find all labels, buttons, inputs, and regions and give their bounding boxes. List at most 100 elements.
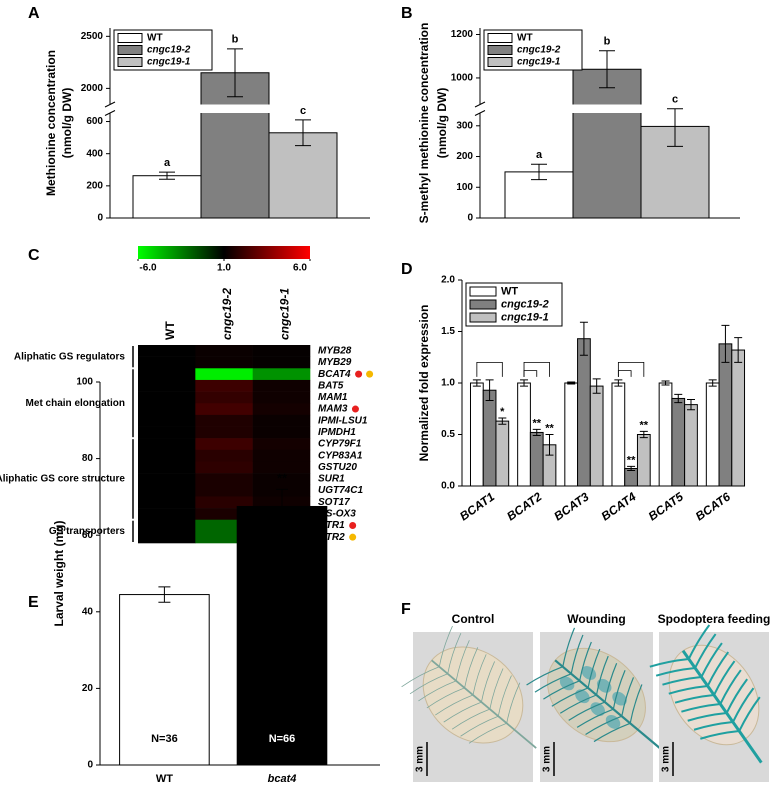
significance-mark: ** — [532, 417, 541, 429]
legend-swatch — [488, 46, 512, 55]
y-tick-label: 60 — [82, 530, 94, 541]
panel-label: E — [28, 594, 39, 611]
y-tick-label: 100 — [76, 377, 93, 388]
significance-mark: ** — [627, 454, 636, 466]
y-tick-label: 20 — [82, 683, 94, 694]
heatmap-cell — [253, 450, 311, 462]
heatmap-cell — [253, 357, 311, 369]
y-axis-label: Normalized fold expression — [417, 305, 431, 462]
group-label: Aliphatic GS regulators — [14, 351, 126, 362]
legend-swatch — [488, 58, 512, 67]
heatmap-cell — [195, 438, 253, 450]
bar — [483, 390, 496, 486]
bar — [530, 432, 543, 486]
y-tick-label: 2500 — [81, 31, 104, 42]
heatmap-cell — [195, 368, 253, 380]
significance-letter: a — [536, 149, 543, 161]
legend-label: WT — [501, 285, 518, 297]
heatmap-cell — [138, 450, 196, 462]
heatmap-cell — [138, 438, 196, 450]
x-tick-label: BCAT1 — [457, 489, 497, 523]
heatmap-cell — [253, 403, 311, 415]
significance-mark: ** — [545, 422, 554, 434]
significance-bracket — [524, 371, 537, 377]
legend-label: cngc19-1 — [517, 57, 561, 68]
legend-swatch — [118, 46, 142, 55]
axis-break-gap — [474, 105, 486, 114]
legend-swatch — [118, 58, 142, 67]
group-label: Met chain elongation — [26, 398, 125, 409]
y-tick-label: 1000 — [451, 73, 474, 84]
y-axis-label: S-methyl methionine concentration — [417, 23, 431, 224]
bar — [625, 468, 638, 486]
bar — [573, 69, 641, 218]
y-tick-label: 400 — [86, 148, 103, 159]
x-tick-label: WT — [156, 773, 173, 785]
legend-swatch — [470, 313, 496, 322]
axis-break-gap — [474, 105, 740, 114]
significance-mark: ** — [277, 471, 288, 486]
axis-break-gap — [104, 105, 116, 114]
heatmap-cell — [195, 357, 253, 369]
y-tick-label: 200 — [456, 151, 473, 162]
row-label: IPMDH1 — [318, 427, 356, 438]
bar — [496, 421, 509, 486]
column-label: cngc19-2 — [220, 288, 234, 340]
bar — [672, 398, 685, 486]
group-label: Aliphatic GS core structure — [0, 474, 125, 485]
y-tick-label: 200 — [86, 180, 103, 191]
heatmap-cell — [253, 485, 311, 497]
heatmap-cell — [195, 485, 253, 497]
y-tick-label: 2.0 — [441, 275, 455, 286]
image-title: Control — [452, 612, 495, 626]
heatmap-cell — [138, 496, 196, 508]
row-label: UGT74C1 — [318, 485, 363, 496]
row-label: GSTU20 — [318, 462, 357, 473]
significance-bracket — [618, 371, 631, 377]
row-label: CYP83A1 — [318, 450, 363, 461]
bar — [637, 435, 650, 487]
x-tick-label: BCAT3 — [551, 489, 591, 523]
legend-label: cngc19-2 — [501, 298, 549, 310]
bar — [732, 350, 745, 486]
heatmap-cell — [253, 427, 311, 439]
heatmap-cell — [138, 380, 196, 392]
legend-label: WT — [147, 33, 163, 44]
colorbar-tick-label: 6.0 — [293, 263, 307, 274]
row-label: MAM1 — [318, 392, 348, 403]
panel-label: F — [401, 601, 411, 618]
heatmap-cell — [138, 520, 196, 532]
heatmap-cell — [253, 438, 311, 450]
legend-swatch — [470, 287, 496, 296]
heatmap-cell — [138, 415, 196, 427]
heatmap-cell — [195, 415, 253, 427]
heatmap-cell — [138, 345, 196, 357]
bar — [565, 383, 578, 486]
x-tick-label: bcat4 — [268, 773, 297, 785]
heatmap-cell — [138, 508, 196, 520]
image-title: Wounding — [567, 612, 625, 626]
heatmap-cell — [138, 427, 196, 439]
significance-letter: b — [232, 34, 239, 46]
panel-label: B — [401, 5, 413, 22]
y-tick-label: 40 — [82, 606, 94, 617]
legend-label: cngc19-1 — [501, 311, 549, 323]
row-label: BAT5 — [318, 380, 344, 391]
gene-marker — [352, 406, 359, 413]
scale-bar-label: 3 mm — [415, 746, 426, 772]
y-tick-label: 300 — [456, 120, 473, 131]
x-tick-label: BCAT4 — [599, 489, 639, 523]
heatmap-cell — [195, 473, 253, 485]
gene-marker — [355, 371, 362, 378]
y-axis-label: (nmol/g DW) — [60, 88, 74, 159]
y-tick-label: 0.0 — [441, 481, 455, 492]
heatmap-cell — [138, 531, 196, 543]
gene-marker — [366, 371, 373, 378]
row-label: SUR1 — [318, 474, 345, 485]
heatmap-cell — [195, 380, 253, 392]
panel-label: C — [28, 247, 40, 264]
y-axis-label: (nmol/g DW) — [435, 88, 449, 159]
image-title: Spodoptera feeding — [658, 612, 770, 626]
y-tick-label: 100 — [456, 182, 473, 193]
heatmap-cell — [138, 368, 196, 380]
